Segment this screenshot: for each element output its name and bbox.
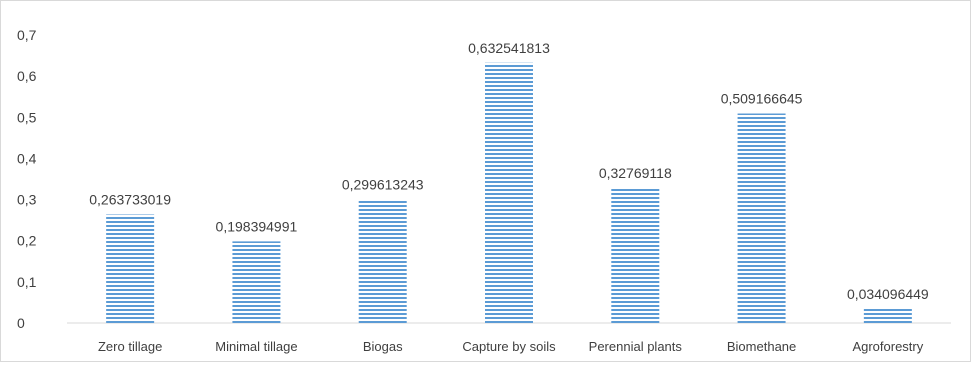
category-label: Biomethane (727, 339, 796, 354)
y-tick-label: 0,3 (17, 192, 37, 208)
bar (358, 199, 407, 323)
y-tick-label: 0,2 (17, 233, 37, 249)
y-axis-ticks: 0 0,1 0,2 0,3 0,4 0,5 0,6 0,7 (17, 27, 37, 331)
category-labels: Zero tillage Minimal tillage Biogas Capture… (98, 339, 924, 354)
data-label: 0,32769118 (599, 165, 672, 181)
data-label: 0,263733019 (89, 191, 171, 207)
y-tick-label: 0,1 (17, 274, 37, 290)
category-label: Agroforestry (852, 339, 923, 354)
data-label: 0,509166645 (721, 91, 803, 107)
y-tick-label: 0,6 (17, 68, 37, 84)
category-label: Minimal tillage (215, 339, 297, 354)
bar (232, 241, 281, 323)
category-label: Perennial plants (589, 339, 683, 354)
bar (106, 214, 155, 323)
y-tick-label: 0,5 (17, 109, 37, 125)
category-label: Zero tillage (98, 339, 162, 354)
data-labels: 0,263733019 0,198394991 0,299613243 0,63254… (89, 40, 929, 302)
data-label: 0,198394991 (216, 218, 298, 234)
y-tick-label: 0,4 (17, 150, 37, 166)
bar (737, 113, 786, 323)
data-label: 0,034096449 (847, 286, 929, 302)
y-tick-label: 0 (17, 315, 25, 331)
bars (106, 62, 912, 324)
bar (485, 62, 533, 324)
data-label: 0,299613243 (342, 177, 424, 193)
bar (863, 308, 912, 323)
bar (611, 188, 660, 323)
category-label: Biogas (363, 339, 403, 354)
data-label: 0,632541813 (468, 40, 550, 56)
y-tick-label: 0,7 (17, 27, 37, 43)
category-label: Capture by soils (462, 339, 556, 354)
